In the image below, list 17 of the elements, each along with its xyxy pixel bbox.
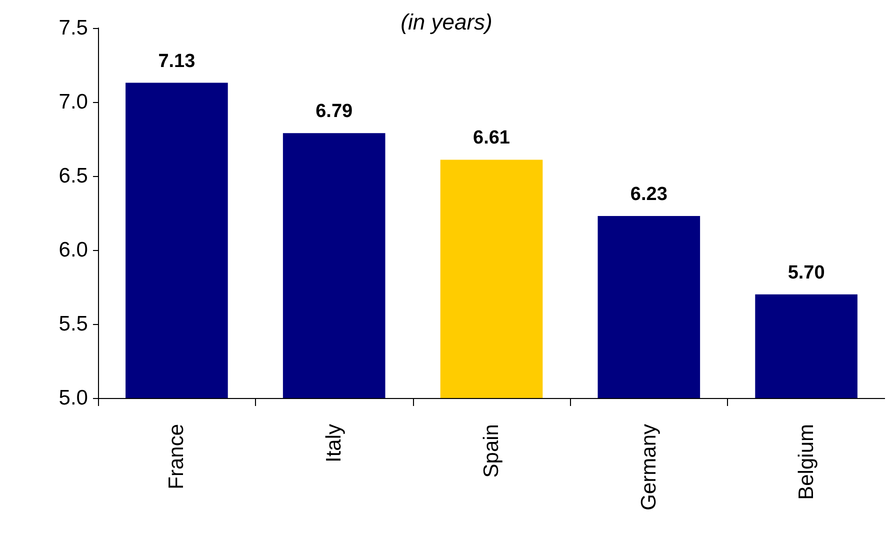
x-tick-label: Spain bbox=[480, 424, 503, 478]
y-tick-label: 7.0 bbox=[58, 90, 88, 114]
data-label: 6.61 bbox=[473, 128, 510, 149]
x-tick-label: Germany bbox=[637, 424, 660, 510]
x-tick-label: Belgium bbox=[794, 424, 818, 500]
x-tick-label: France bbox=[165, 424, 188, 490]
y-tick-label: 5.5 bbox=[58, 312, 88, 336]
data-label: 6.23 bbox=[630, 184, 668, 205]
data-label: 6.79 bbox=[316, 101, 353, 122]
data-label: 5.70 bbox=[788, 262, 825, 284]
y-tick-label: 5.0 bbox=[58, 386, 88, 410]
y-tick-label: 6.5 bbox=[58, 164, 88, 188]
chart-subtitle: (in years) bbox=[400, 10, 492, 34]
data-label: 7.13 bbox=[158, 50, 196, 72]
x-tick-label: Italy bbox=[322, 424, 346, 463]
y-tick-label: 6.0 bbox=[58, 238, 88, 262]
y-tick-label: 7.5 bbox=[58, 16, 88, 40]
